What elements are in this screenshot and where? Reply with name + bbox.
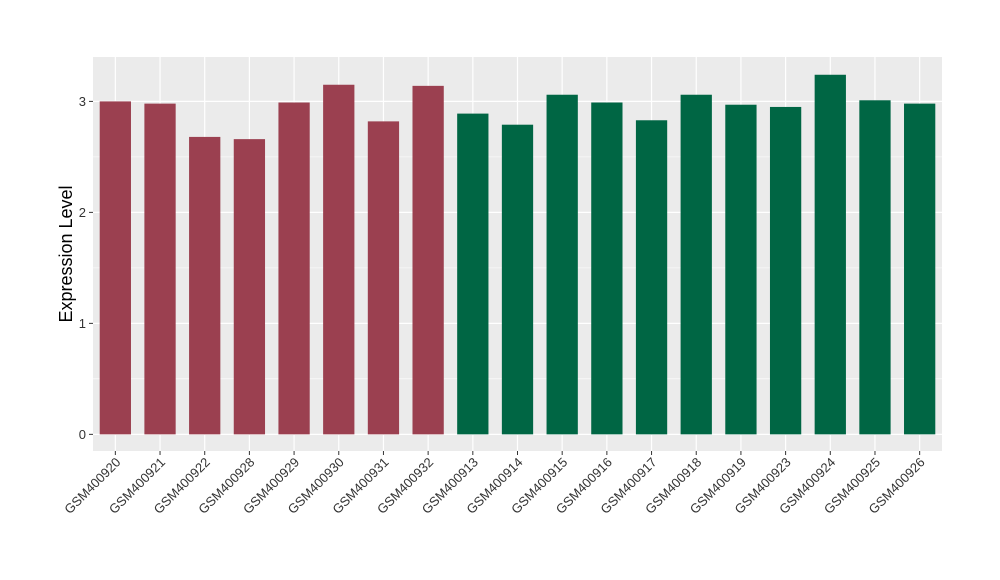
bar-GSM400918 bbox=[680, 94, 712, 435]
y-tick-label: 3 bbox=[79, 94, 86, 109]
bar-GSM400924 bbox=[814, 74, 846, 435]
y-axis: 0 1 2 3 bbox=[79, 94, 93, 442]
x-axis: GSM400920GSM400921GSM400922GSM400928GSM4… bbox=[61, 451, 928, 517]
bar-GSM400916 bbox=[591, 102, 623, 435]
bar-GSM400920 bbox=[99, 101, 131, 435]
bar-GSM400925 bbox=[859, 100, 891, 435]
bar-GSM400921 bbox=[144, 103, 176, 435]
bar-GSM400914 bbox=[501, 124, 534, 435]
bar-GSM400930 bbox=[323, 84, 355, 435]
bar-GSM400923 bbox=[769, 106, 802, 435]
bar-GSM400919 bbox=[725, 104, 757, 435]
bar-GSM400922 bbox=[189, 136, 221, 435]
y-tick-label: 2 bbox=[79, 205, 86, 220]
bar-GSM400932 bbox=[412, 85, 444, 435]
bar-GSM400929 bbox=[278, 102, 310, 435]
bar-GSM400913 bbox=[457, 113, 489, 435]
y-tick-label: 0 bbox=[79, 427, 86, 442]
bar-GSM400928 bbox=[233, 139, 266, 435]
y-tick-label: 1 bbox=[79, 316, 86, 331]
y-axis-title: Expression Level bbox=[56, 185, 76, 322]
bars bbox=[99, 74, 936, 435]
bar-GSM400931 bbox=[367, 121, 400, 435]
bar-GSM400917 bbox=[635, 120, 668, 435]
bar-GSM400926 bbox=[904, 103, 936, 435]
bar-GSM400915 bbox=[546, 94, 578, 435]
